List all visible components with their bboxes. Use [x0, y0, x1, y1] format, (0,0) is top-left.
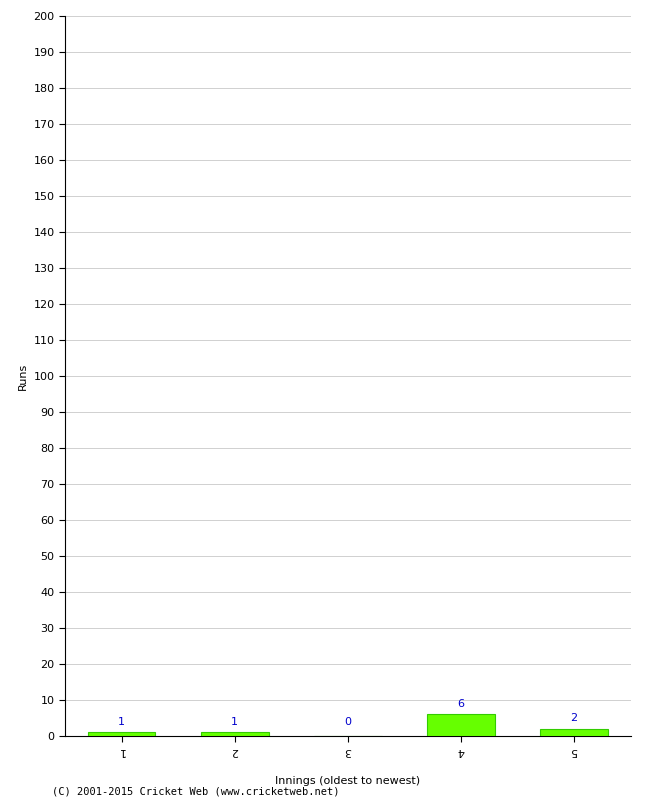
X-axis label: Innings (oldest to newest): Innings (oldest to newest)	[275, 776, 421, 786]
Text: 6: 6	[458, 699, 464, 709]
Text: 0: 0	[344, 717, 351, 727]
Bar	[427, 714, 495, 736]
Bar	[540, 729, 608, 736]
Y-axis label: Runs: Runs	[18, 362, 28, 390]
Bar	[201, 733, 268, 736]
Text: 1: 1	[118, 717, 125, 727]
Text: (C) 2001-2015 Cricket Web (www.cricketweb.net): (C) 2001-2015 Cricket Web (www.cricketwe…	[52, 786, 339, 796]
Text: 2: 2	[571, 714, 577, 723]
Bar	[88, 733, 155, 736]
Text: 1: 1	[231, 717, 238, 727]
